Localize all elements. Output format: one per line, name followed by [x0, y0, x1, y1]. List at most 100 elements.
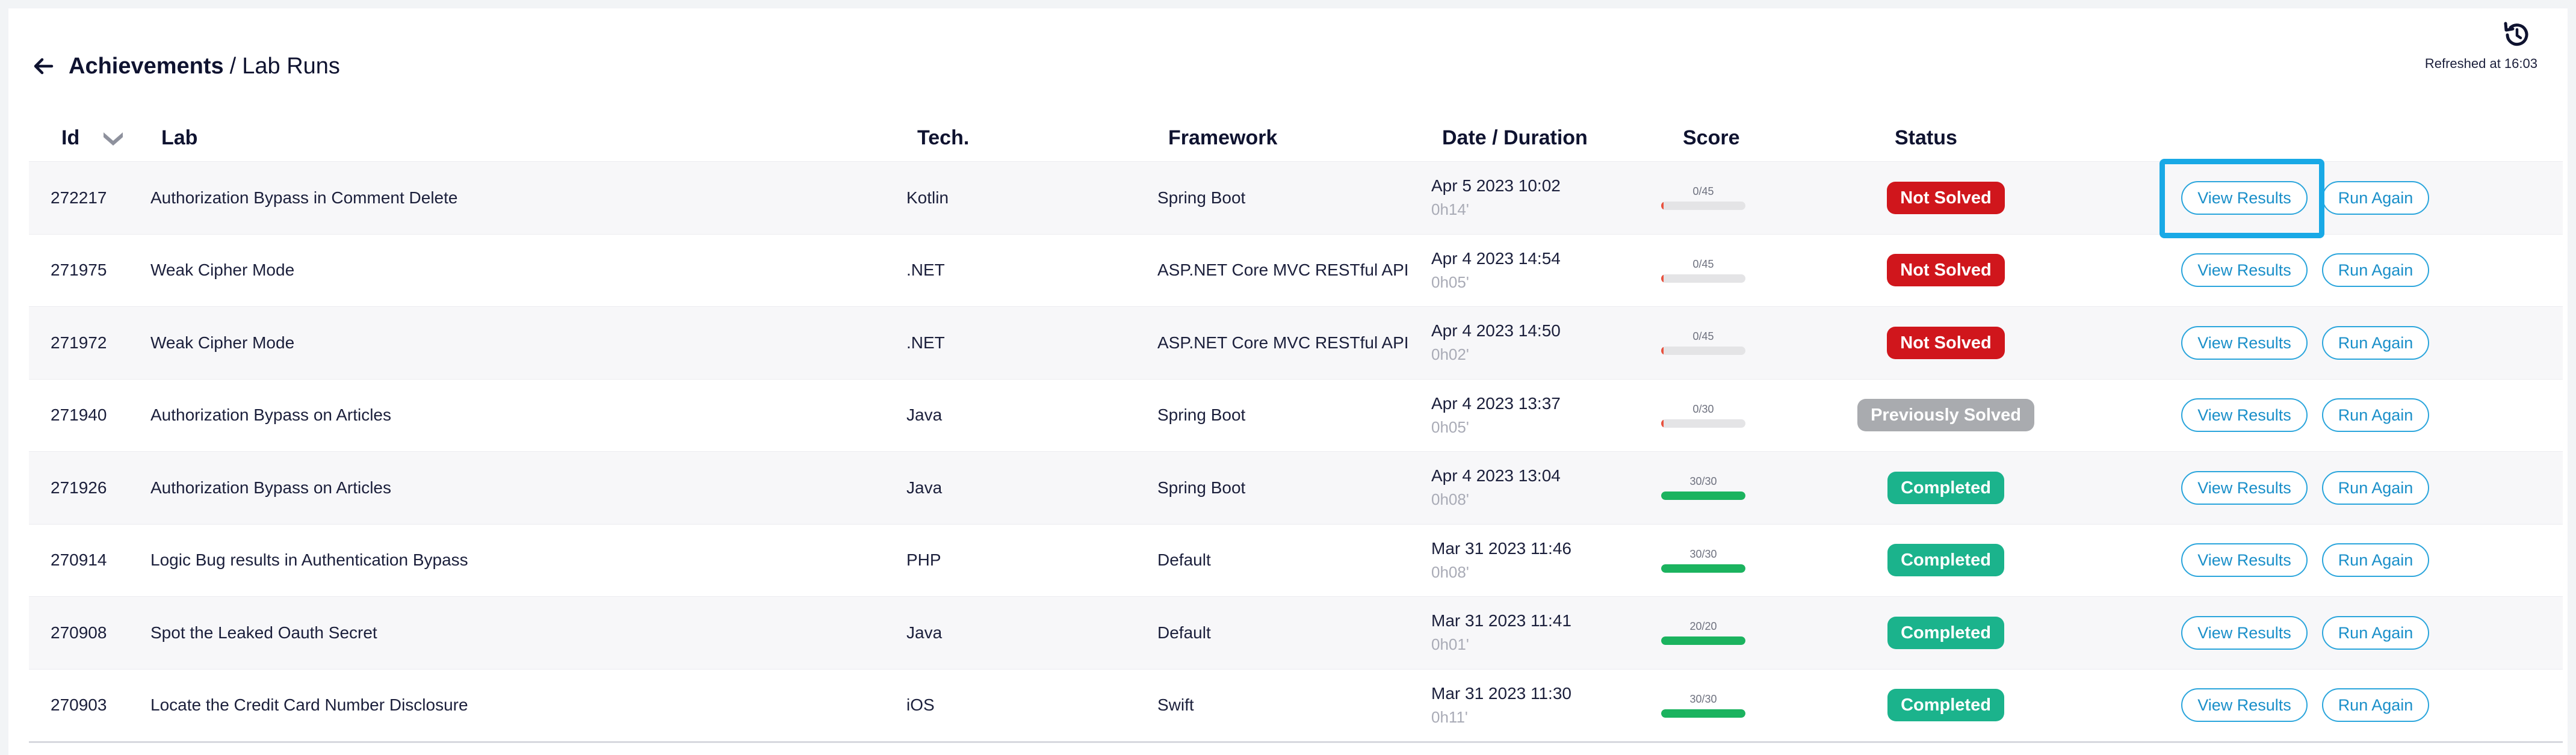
run-duration: 0h14'	[1431, 200, 1469, 218]
score-text: 20/20	[1689, 620, 1717, 632]
framework-name: Spring Boot	[1157, 188, 1246, 207]
column-header-tech: Tech.	[917, 126, 970, 149]
run-again-button[interactable]: Run Again	[2322, 253, 2429, 287]
run-duration: 0h11'	[1431, 707, 1468, 726]
score: 0/30	[1660, 380, 1747, 451]
lab-runs-table: Id Lab Tech. Framework Date / Duration S…	[29, 114, 2563, 743]
date-duration: Apr 5 2023 10:02 0h14'	[1431, 162, 1561, 233]
date-duration: Apr 4 2023 14:54 0h05'	[1431, 235, 1561, 306]
view-results-button[interactable]: View Results	[2181, 180, 2308, 215]
run-id: 271940	[51, 405, 107, 424]
page-title: Lab Runs	[242, 53, 340, 79]
arrow-left-icon[interactable]	[26, 49, 60, 83]
tech-name: .NET	[906, 333, 945, 352]
score: 0/45	[1660, 307, 1747, 378]
score-progress-fill	[1661, 274, 1664, 283]
view-results-button[interactable]: View Results	[2181, 615, 2308, 650]
table-row: 270908 Spot the Leaked Oauth Secret Java…	[29, 596, 2563, 669]
table-header: Id Lab Tech. Framework Date / Duration S…	[29, 114, 2563, 161]
score: 0/45	[1660, 235, 1747, 306]
status-badge: Not Solved	[1887, 326, 2005, 359]
score: 20/20	[1660, 597, 1747, 668]
status-badge: Completed	[1887, 544, 2004, 576]
run-again-button[interactable]: Run Again	[2322, 688, 2429, 722]
score-text: 30/30	[1689, 547, 1717, 560]
breadcrumb-separator: /	[229, 53, 237, 79]
column-header-id[interactable]: Id	[61, 126, 80, 149]
date-duration: Mar 31 2023 11:46 0h08'	[1431, 525, 1571, 596]
status: Not Solved	[1859, 162, 2033, 233]
view-results-button[interactable]: View Results	[2181, 325, 2308, 360]
breadcrumb-achievements-link[interactable]: Achievements	[69, 53, 224, 79]
run-duration: 0h02'	[1431, 345, 1469, 363]
run-again-button[interactable]: Run Again	[2322, 398, 2429, 432]
view-results-button[interactable]: View Results	[2181, 543, 2308, 577]
run-id: 272217	[51, 188, 107, 207]
run-date: Apr 4 2023 13:04	[1431, 466, 1561, 485]
chevron-down-icon[interactable]	[100, 128, 126, 149]
run-again-button[interactable]: Run Again	[2322, 325, 2429, 360]
score-text: 0/45	[1692, 185, 1714, 197]
date-duration: Apr 4 2023 13:04 0h08'	[1431, 452, 1561, 523]
score-progress-bar	[1661, 347, 1745, 355]
score-progress-fill	[1661, 202, 1664, 210]
score-progress-fill	[1661, 709, 1745, 718]
run-again-button[interactable]: Run Again	[2322, 470, 2429, 505]
run-duration: 0h05'	[1431, 418, 1469, 436]
table-row: 271972 Weak Cipher Mode .NET ASP.NET Cor…	[29, 306, 2563, 379]
framework-name: Default	[1157, 623, 1211, 642]
lab-name: Logic Bug results in Authentication Bypa…	[150, 550, 468, 569]
table-row: 270914 Logic Bug results in Authenticati…	[29, 523, 2563, 597]
row-actions: View Results Run Again	[2181, 670, 2470, 741]
score-progress-bar	[1661, 419, 1745, 428]
score: 0/45	[1660, 162, 1747, 233]
tech-name: Java	[906, 478, 943, 497]
history-refresh-icon[interactable]	[2500, 18, 2534, 52]
table-row: 270903 Locate the Credit Card Number Dis…	[29, 668, 2563, 743]
table-body: 272217 Authorization Bypass in Comment D…	[29, 161, 2563, 743]
run-id: 270908	[51, 623, 107, 642]
row-actions: View Results Run Again	[2181, 380, 2470, 451]
column-header-framework: Framework	[1168, 126, 1278, 149]
status: Completed	[1859, 452, 2033, 523]
score-progress-bar	[1661, 709, 1745, 718]
status: Completed	[1859, 670, 2033, 741]
refresh-area: Refreshed at 16:03	[2381, 13, 2537, 72]
date-duration: Apr 4 2023 13:37 0h05'	[1431, 380, 1561, 451]
view-results-button[interactable]: View Results	[2181, 470, 2308, 505]
run-id: 271972	[51, 333, 107, 352]
status-badge: Completed	[1887, 616, 2004, 649]
score-progress-bar	[1661, 636, 1745, 645]
row-actions: View Results Run Again	[2181, 162, 2470, 233]
view-results-button[interactable]: View Results	[2181, 253, 2308, 287]
row-actions: View Results Run Again	[2181, 235, 2470, 306]
run-again-button[interactable]: Run Again	[2322, 180, 2429, 215]
score-text: 0/45	[1692, 257, 1714, 270]
status: Not Solved	[1859, 307, 2033, 378]
score: 30/30	[1660, 525, 1747, 596]
status-badge: Not Solved	[1887, 181, 2005, 214]
tech-name: .NET	[906, 260, 945, 279]
lab-name: Authorization Bypass on Articles	[150, 405, 391, 424]
framework-name: Default	[1157, 550, 1211, 569]
tech-name: PHP	[906, 550, 941, 569]
run-again-button[interactable]: Run Again	[2322, 543, 2429, 577]
score-text: 30/30	[1689, 475, 1717, 487]
view-results-button[interactable]: View Results	[2181, 398, 2308, 432]
view-results-button[interactable]: View Results	[2181, 688, 2308, 722]
framework-name: ASP.NET Core MVC RESTful API	[1157, 260, 1409, 279]
tech-name: Java	[906, 623, 943, 642]
framework-name: Spring Boot	[1157, 405, 1246, 424]
breadcrumb: Achievements / Lab Runs	[26, 42, 340, 90]
run-date: Apr 4 2023 14:50	[1431, 321, 1561, 340]
score-progress-fill	[1661, 492, 1745, 500]
run-again-button[interactable]: Run Again	[2322, 615, 2429, 650]
date-duration: Mar 31 2023 11:41 0h01'	[1431, 597, 1571, 668]
score-text: 0/30	[1692, 402, 1714, 415]
row-actions: View Results Run Again	[2181, 307, 2470, 378]
table-row: 272217 Authorization Bypass in Comment D…	[29, 161, 2563, 234]
status-badge: Previously Solved	[1857, 399, 2034, 431]
score-progress-fill	[1661, 564, 1745, 573]
run-date: Mar 31 2023 11:46	[1431, 538, 1571, 558]
